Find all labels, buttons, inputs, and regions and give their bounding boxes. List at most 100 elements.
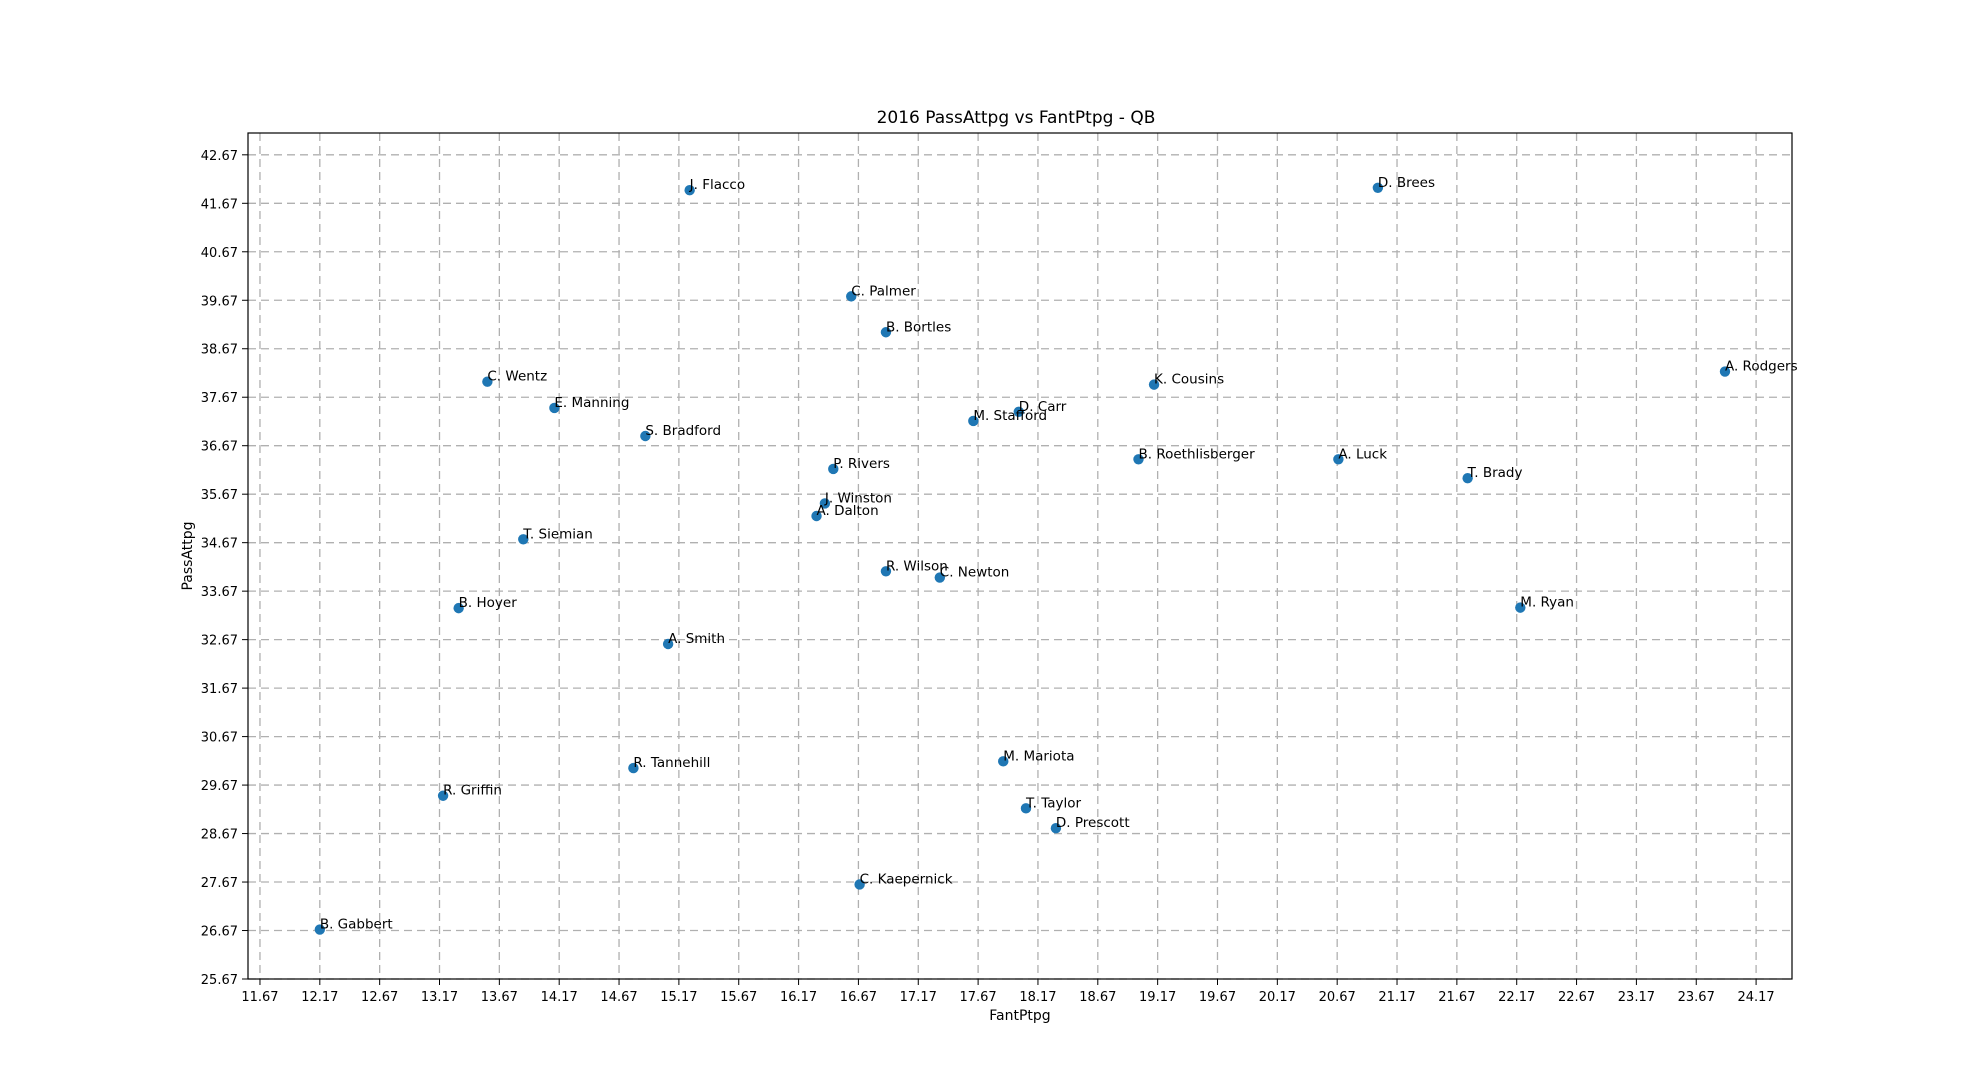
point-label: T. Taylor — [1025, 795, 1082, 811]
point-label: M. Mariota — [1003, 748, 1074, 764]
data-point — [518, 534, 529, 545]
data-point — [880, 327, 892, 338]
x-tick-label: 14.17 — [541, 990, 578, 1005]
x-tick-label: 18.17 — [1019, 990, 1056, 1005]
point-label: D. Carr — [1019, 399, 1067, 415]
y-tick-label: 40.67 — [201, 246, 238, 261]
point-label: C. Wentz — [487, 369, 547, 385]
point-label: T. Siemian — [522, 526, 593, 542]
point-label: C. Palmer — [851, 283, 916, 299]
data-point — [549, 402, 560, 414]
x-tick-label: 21.17 — [1378, 990, 1415, 1005]
x-tick-label: 17.67 — [959, 990, 996, 1005]
data-point — [1719, 366, 1731, 377]
data-point — [854, 879, 865, 890]
point-label: C. Kaepernick — [860, 871, 953, 887]
x-axis-label: FantPtpg — [989, 1008, 1050, 1024]
point-label: B. Hoyer — [459, 595, 518, 611]
label-layer: J. Flacco D. Brees C. Palmer B. Bortles C. W… — [320, 175, 1798, 933]
data-point — [628, 762, 639, 774]
data-point — [482, 376, 493, 387]
x-tick-label: 11.67 — [241, 990, 278, 1005]
x-tick-label: 13.67 — [481, 990, 518, 1005]
data-point — [314, 924, 326, 935]
plot-frame — [247, 132, 1793, 980]
data-point — [968, 415, 979, 427]
x-tick-label: 23.67 — [1678, 990, 1715, 1005]
x-tick-label: 19.67 — [1199, 990, 1236, 1005]
y-tick-label: 29.67 — [201, 779, 238, 794]
point-label: M. Ryan — [1520, 595, 1574, 611]
x-tick-label: 12.67 — [361, 990, 398, 1005]
point-label: T. Brady — [1467, 465, 1523, 481]
point-label: A. Luck — [1338, 446, 1387, 462]
point-label: C. Newton — [940, 565, 1010, 581]
x-tick-label: 12.17 — [301, 990, 338, 1005]
data-point — [998, 756, 1009, 767]
data-point — [1372, 182, 1384, 193]
y-tick-label: 31.67 — [201, 682, 238, 697]
point-label: A. Dalton — [817, 503, 879, 519]
data-point — [1133, 454, 1144, 465]
data-point — [819, 498, 831, 509]
x-tick-label: 16.67 — [840, 990, 877, 1005]
data-point — [640, 430, 651, 442]
y-tick-label: 33.67 — [201, 585, 238, 600]
x-tick-label: 19.17 — [1139, 990, 1176, 1005]
chart-title: 2016 PassAttpg vs FantPtpg - QB — [877, 108, 1156, 128]
y-tick-label: 37.67 — [201, 391, 238, 406]
grid-layer — [248, 133, 1792, 980]
x-tick-label: 15.17 — [660, 990, 697, 1005]
point-label: B. Bortles — [886, 319, 951, 335]
x-tick-label: 23.17 — [1618, 990, 1655, 1005]
y-tick-label: 39.67 — [201, 294, 238, 309]
x-tick-label: 24.17 — [1737, 990, 1774, 1005]
point-layer — [314, 182, 1731, 935]
x-tick-label: 22.17 — [1498, 990, 1535, 1005]
point-label: D. Prescott — [1056, 815, 1130, 831]
data-point — [828, 463, 839, 475]
x-tick-label: 13.17 — [421, 990, 458, 1005]
point-label: A. Smith — [668, 631, 725, 647]
x-tick-label: 15.67 — [720, 990, 757, 1005]
point-label: M. Stafford — [973, 408, 1047, 424]
data-point — [453, 602, 464, 614]
data-point — [684, 185, 695, 196]
data-point — [1515, 602, 1526, 613]
y-tick-label: 28.67 — [201, 828, 238, 843]
tick-layer: 11.67 12.17 12.67 13.17 13.67 14.17 14.67 15.17… — [201, 149, 1775, 1005]
point-label: S. Bradford — [645, 423, 721, 439]
y-tick-label: 36.67 — [201, 440, 238, 455]
point-label: J. Flacco — [689, 177, 745, 193]
y-tick-label: 27.67 — [201, 876, 238, 891]
data-point — [1333, 454, 1344, 465]
x-tick-label: 22.67 — [1558, 990, 1595, 1005]
x-tick-label: 14.67 — [600, 990, 637, 1005]
y-tick-label: 42.67 — [201, 149, 238, 164]
data-point — [811, 510, 822, 522]
point-label: P. Rivers — [833, 456, 890, 472]
y-axis-label: PassAttpg — [180, 521, 196, 590]
data-point — [1148, 379, 1160, 390]
data-point — [846, 291, 857, 302]
x-tick-label: 21.67 — [1438, 990, 1475, 1005]
y-tick-label: 34.67 — [201, 537, 238, 552]
point-label: B. Gabbert — [320, 917, 393, 933]
y-tick-label: 26.67 — [201, 925, 238, 940]
data-point — [880, 566, 892, 577]
data-point — [1020, 803, 1032, 814]
x-tick-label: 16.17 — [780, 990, 817, 1005]
y-tick-label: 32.67 — [201, 634, 238, 649]
point-label: R. Griffin — [443, 783, 502, 799]
point-label: K. Cousins — [1154, 372, 1224, 388]
data-point — [437, 790, 449, 801]
data-point — [1013, 406, 1025, 417]
point-label: R. Wilson — [886, 558, 948, 574]
x-tick-label: 20.67 — [1319, 990, 1356, 1005]
y-tick-label: 25.67 — [201, 973, 238, 988]
x-tick-label: 17.17 — [900, 990, 937, 1005]
y-tick-label: 38.67 — [201, 343, 238, 358]
data-point — [1050, 823, 1062, 834]
data-point — [934, 572, 946, 583]
